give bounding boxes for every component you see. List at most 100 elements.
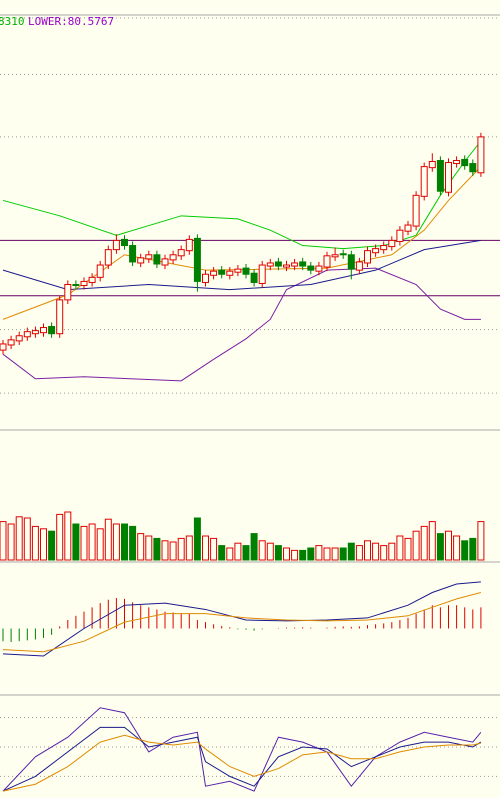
candle-body: [250, 272, 258, 283]
candle-body: [129, 245, 137, 263]
volume-bar: [104, 518, 112, 561]
volume-bar: [226, 547, 234, 561]
candle-body: [477, 136, 485, 174]
volume-bar: [64, 511, 72, 561]
candle-body: [104, 249, 112, 266]
volume-bar: [396, 535, 404, 561]
candle-body: [193, 237, 201, 282]
candle-body: [388, 239, 396, 248]
macd-line: [2, 581, 481, 657]
candle-body: [339, 253, 347, 256]
kdj-line: [2, 726, 482, 792]
candle-body: [364, 250, 371, 264]
candle-body: [80, 280, 88, 287]
candle-body: [274, 261, 282, 267]
candle-body: [15, 335, 23, 342]
volume-bar: [15, 516, 23, 561]
volume-bar: [242, 545, 250, 561]
volume-bar: [323, 547, 331, 561]
volume-bar: [250, 533, 258, 561]
volume-bar: [96, 528, 104, 561]
volume-bar: [299, 549, 307, 561]
volume-bar: [428, 521, 436, 561]
volume-bar: [445, 530, 452, 561]
candle-body: [299, 261, 307, 267]
candle-body: [380, 245, 388, 251]
candle-body: [161, 258, 169, 266]
volume-bar: [153, 537, 161, 561]
kdj-line: [2, 707, 482, 792]
candle-body: [404, 224, 412, 232]
volume-bar: [129, 525, 137, 561]
volume-bar: [461, 540, 469, 561]
candle-body: [258, 264, 266, 284]
volume-bar: [48, 530, 56, 561]
candle-body: [185, 238, 193, 252]
candle-body: [210, 270, 218, 276]
volume-bar: [436, 533, 444, 561]
candle-body: [40, 327, 47, 334]
candle-body: [469, 163, 477, 173]
candle-body: [461, 158, 469, 167]
candle-body: [177, 249, 185, 257]
volume-bar: [202, 535, 209, 561]
candle-body: [323, 255, 331, 268]
volume-bar: [283, 547, 290, 561]
volume-bar: [291, 549, 299, 561]
volume-bar: [331, 547, 339, 561]
legend-text: LOWER:80.5767: [28, 15, 114, 28]
candle-body: [283, 264, 290, 268]
volume-bar: [347, 542, 355, 561]
volume-bar: [380, 545, 388, 561]
volume-bar: [477, 521, 485, 561]
candle-body: [112, 239, 120, 251]
volume-bar: [80, 525, 88, 561]
volume-bar: [274, 545, 282, 561]
volume-bar: [169, 541, 177, 561]
volume-bar: [453, 535, 461, 561]
macd-line: [2, 592, 482, 653]
candle-body: [96, 264, 104, 278]
kdj-line: [2, 734, 482, 792]
candle-body: [372, 248, 380, 254]
candle-body: [420, 166, 428, 197]
volume-bar: [266, 542, 274, 561]
volume-bar: [193, 517, 201, 561]
volume-bar: [177, 537, 185, 561]
candle-body: [169, 254, 177, 261]
candle-body: [145, 254, 153, 260]
candle-body: [331, 254, 339, 258]
candle-body: [23, 331, 31, 338]
volume-bar: [161, 540, 169, 561]
volume-bar: [7, 523, 15, 561]
volume-bar: [469, 537, 477, 561]
candle-body: [7, 339, 15, 346]
candle-body: [355, 261, 363, 271]
candle-body: [307, 265, 315, 271]
volume-bar: [145, 535, 153, 561]
candle-body: [453, 159, 461, 165]
volume-bar: [315, 545, 323, 561]
candle-body: [347, 254, 355, 270]
volume-bar: [404, 537, 412, 561]
overlay-line: [2, 267, 481, 382]
volume-bar: [210, 537, 218, 561]
volume-bar: [307, 547, 315, 561]
candle-body: [266, 262, 274, 267]
volume-bar: [23, 517, 31, 561]
volume-bar: [372, 542, 380, 561]
volume-bar: [112, 523, 120, 561]
candle-body: [0, 343, 7, 351]
candle-body: [315, 265, 323, 272]
candle-body: [445, 162, 452, 193]
candle-body: [218, 269, 226, 275]
volume-bar: [339, 547, 347, 561]
candle-body: [64, 284, 72, 301]
volume-bar: [0, 521, 7, 561]
volume-bar: [56, 513, 64, 561]
candle-body: [88, 276, 96, 283]
candle-body: [72, 284, 80, 287]
candle-body: [234, 268, 242, 273]
